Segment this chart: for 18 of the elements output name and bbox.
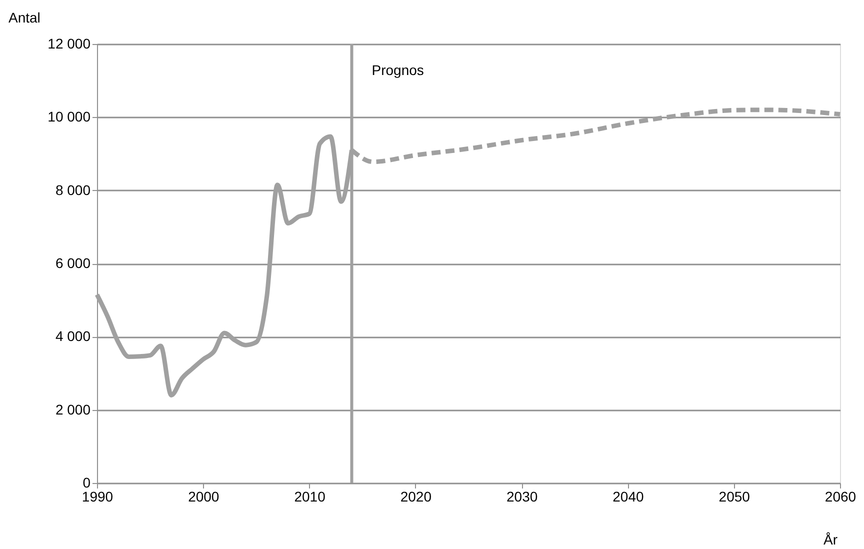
y-tick-label: 0	[82, 474, 91, 490]
x-tick-label: 2060	[824, 488, 856, 504]
x-tick-label: 2020	[400, 488, 432, 504]
x-tick-label: 2010	[294, 488, 326, 504]
ref-line-label: Prognos	[372, 62, 424, 78]
y-axis-title: Antal	[8, 10, 40, 26]
y-tick-label: 10 000	[48, 108, 91, 125]
x-tick-label: 2040	[612, 488, 644, 504]
x-tick-label: 2050	[718, 488, 750, 504]
y-tick-label: 4 000	[55, 328, 91, 344]
x-tick-label: 2000	[188, 488, 220, 504]
x-axis-title: År	[824, 532, 838, 548]
x-tick-label: 1990	[82, 488, 114, 504]
y-tick-label: 8 000	[55, 182, 91, 198]
y-tick-label: 12 000	[48, 36, 91, 52]
y-tick-label: 2 000	[55, 401, 91, 418]
x-tick-label: 2030	[506, 488, 538, 504]
y-tick-label: 6 000	[55, 255, 91, 271]
